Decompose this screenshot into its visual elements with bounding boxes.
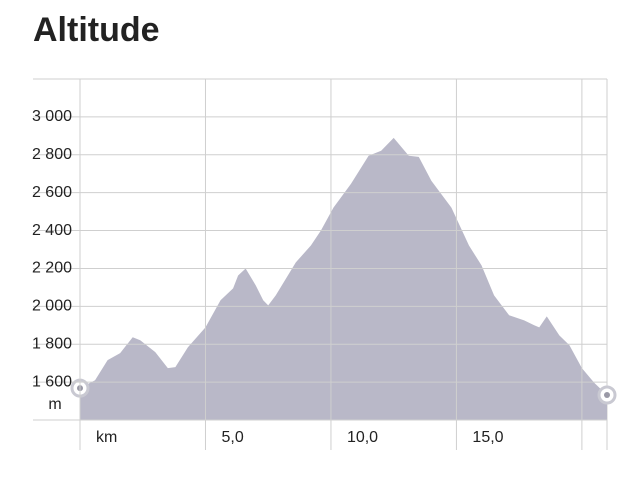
y-tick-label: 3 000 — [32, 108, 72, 125]
chart-title: Altitude — [33, 11, 160, 49]
y-tick-label: 1 600 — [32, 373, 72, 390]
y-tick-label: 2 600 — [32, 184, 72, 201]
x-tick-label: 15,0 — [472, 429, 503, 446]
y-tick-label: 1 800 — [32, 335, 72, 352]
altitude-area — [80, 137, 607, 420]
endpoint-dot — [604, 391, 610, 398]
y-tick-label: 2 000 — [32, 298, 72, 315]
x-axis-label: km — [96, 429, 117, 446]
y-tick-label: 2 200 — [32, 260, 72, 277]
y-tick-label: 2 800 — [32, 146, 72, 163]
x-tick-label: 10,0 — [347, 429, 378, 446]
x-tick-label: 5,0 — [221, 429, 243, 446]
y-tick-label: 2 400 — [32, 222, 72, 239]
y-axis-label: m — [48, 396, 61, 413]
